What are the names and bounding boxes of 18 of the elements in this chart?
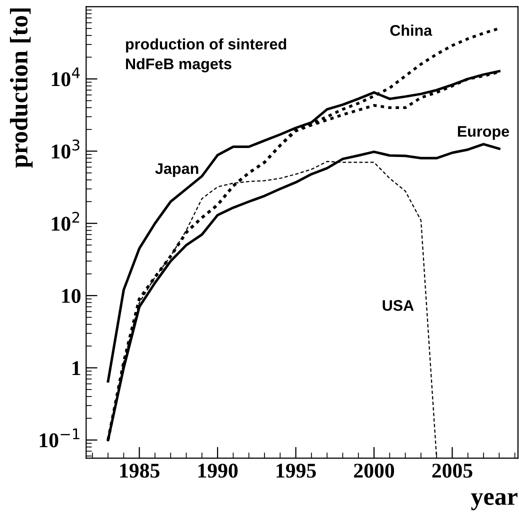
x-axis-title: year	[471, 492, 518, 510]
annotation: production of sintered NdFeB magets	[126, 38, 286, 72]
y-tick-label: 10$^{4}$	[52, 67, 80, 86]
y-axis-title: production [to]	[10, 8, 33, 168]
x-tick-label: 2000	[354, 464, 394, 478]
series-label: China	[390, 24, 432, 36]
y-tick-label: 10$^{−1}$	[40, 428, 80, 448]
y-tick-label: 1	[72, 361, 80, 376]
series-label: Japan	[155, 163, 198, 178]
y-tick-label: 10$^{2}$	[52, 212, 80, 231]
y-tick-label: 10$^{3}$	[52, 140, 80, 159]
y-tick-label: 10	[62, 288, 80, 304]
series-label: USA	[382, 300, 414, 311]
x-tick-label: 2005	[432, 464, 472, 478]
x-tick-label: 1995	[276, 464, 316, 478]
x-tick-label: 1990	[198, 464, 238, 478]
series-label: Europe	[458, 126, 510, 140]
x-tick-label: 1985	[120, 464, 160, 478]
